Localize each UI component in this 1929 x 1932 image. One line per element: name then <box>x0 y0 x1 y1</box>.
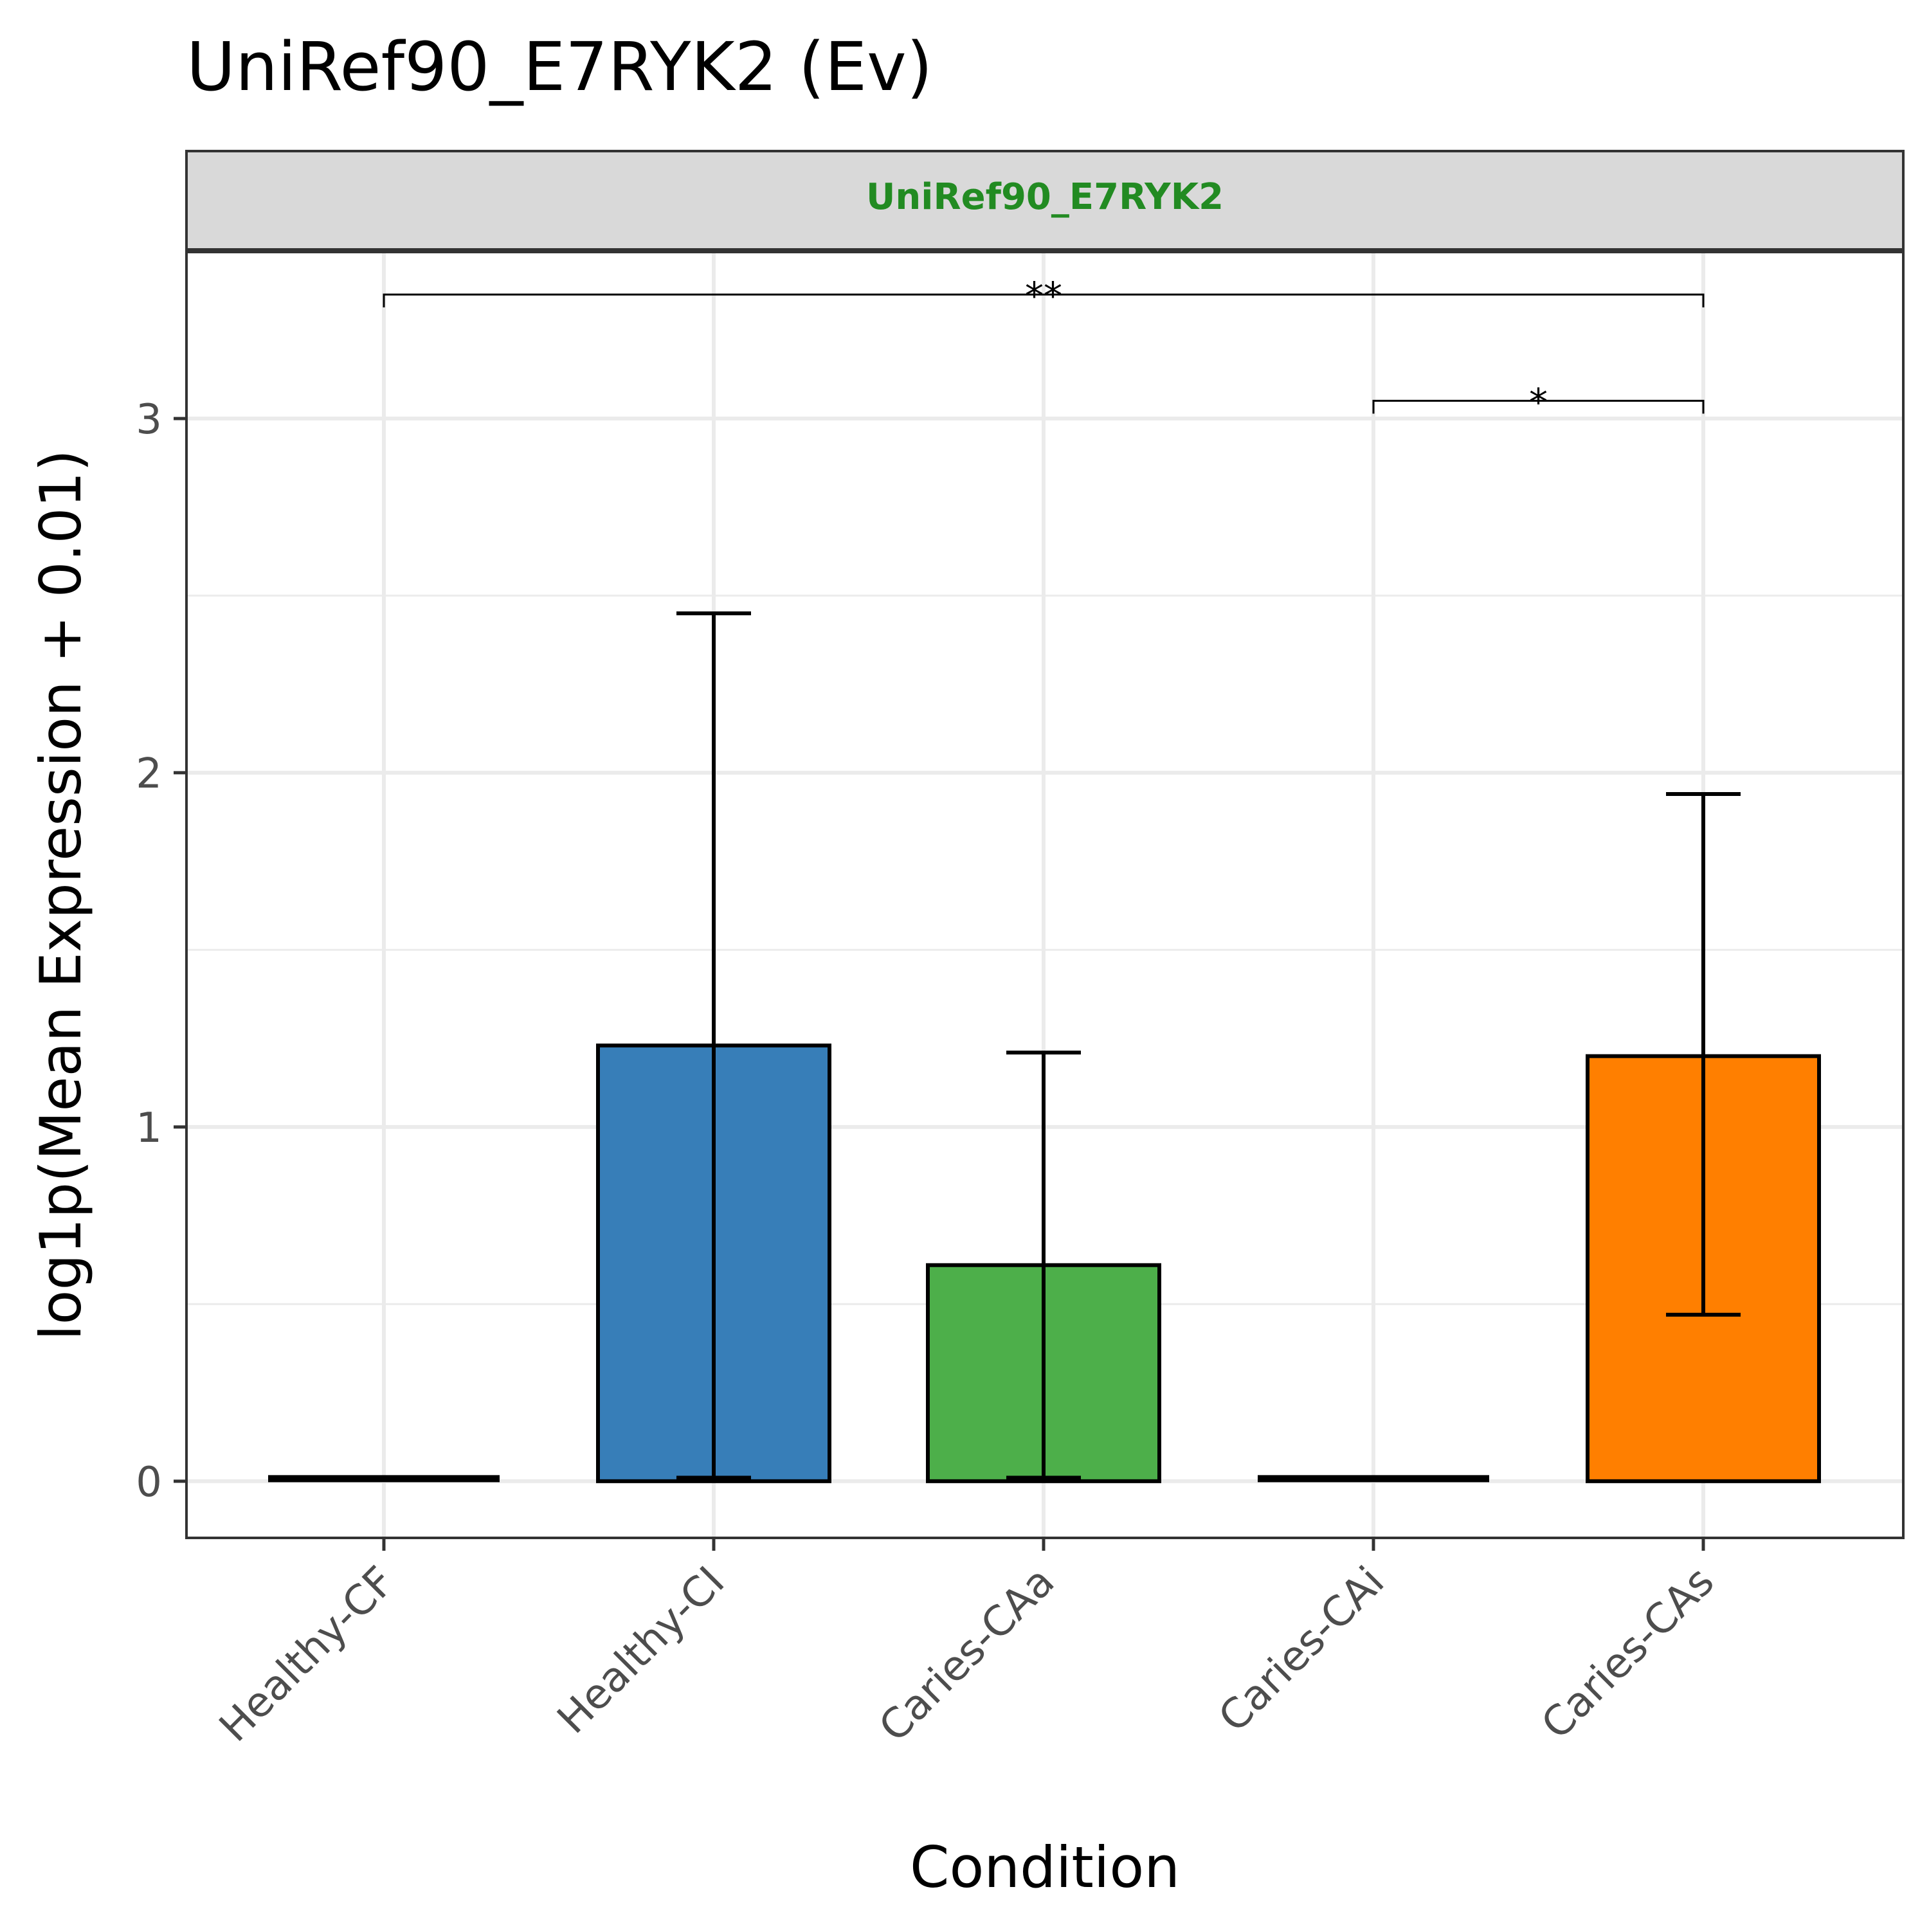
y-tick-label: 2 <box>136 750 162 798</box>
y-tick-label: 3 <box>136 396 162 444</box>
significance-bracket <box>383 293 1705 308</box>
significance-label: * <box>1529 380 1548 424</box>
error-bars <box>676 611 1741 1480</box>
y-tick-label: 1 <box>136 1105 162 1152</box>
significance-brackets: *** <box>383 274 1705 424</box>
facet-strip <box>185 150 1905 251</box>
y-tick-label: 0 <box>136 1459 162 1506</box>
significance-bracket <box>1372 399 1705 414</box>
x-axis-title: Condition <box>910 1834 1180 1900</box>
y-axis-title: log1p(Mean Expression + 0.01) <box>28 449 94 1341</box>
chart-title: UniRef90_E7RYK2 (Ev) <box>186 28 932 106</box>
significance-label: ** <box>1025 274 1062 318</box>
facet-label: UniRef90_E7RYK2 <box>866 176 1224 218</box>
